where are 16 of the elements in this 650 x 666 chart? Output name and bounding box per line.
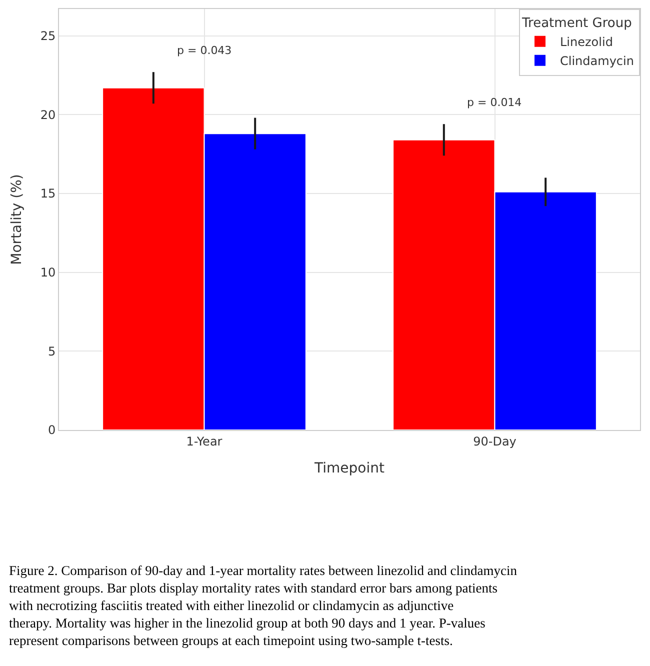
y-tick-label: 0 bbox=[48, 423, 56, 438]
y-tick-label: 10 bbox=[40, 266, 56, 280]
y-axis-title: Mortality (%) bbox=[8, 174, 25, 265]
x-tick-label: 1-Year bbox=[186, 434, 222, 448]
y-tick-label: 25 bbox=[40, 29, 56, 44]
y-tick-label: 15 bbox=[40, 186, 56, 201]
legend-label: Clindamycin bbox=[560, 54, 634, 68]
caption: Figure 2. Comparison of 90-day and 1-year mortality rates between linezolid and clindamycin treatment groups. Bar plots display mortality rates with standard error bars among patients with necrotizing fasciitis treated with either linezolid or clindamycin as adjunctive therapy. Mortality was higher in the linezolid group at both 90 days and 1 year. P-values represent comparisons between groups at each timepoint using two-sample t-tests. bbox=[9, 563, 518, 648]
legend-label: Linezolid bbox=[560, 35, 613, 50]
x-tick-label: 90-Day bbox=[473, 434, 516, 448]
y-tick-label: 20 bbox=[40, 108, 56, 122]
x-axis-title: Timepoint bbox=[314, 460, 385, 477]
annotation: p = 0.043 bbox=[177, 44, 232, 57]
legend-title: Treatment Group bbox=[521, 16, 632, 31]
annotation: p = 0.014 bbox=[467, 96, 522, 109]
y-tick-label: 5 bbox=[48, 344, 56, 358]
